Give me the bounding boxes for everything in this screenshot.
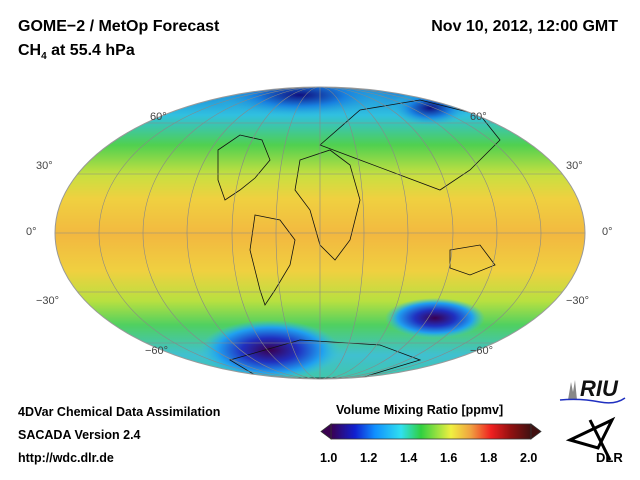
lat-label-left: 0° bbox=[26, 226, 37, 238]
footer-assimilation: 4DVar Chemical Data Assimilation bbox=[18, 405, 221, 419]
colorbar-title: Volume Mixing Ratio [ppmv] bbox=[336, 403, 504, 417]
colorbar-tick: 1.0 bbox=[320, 451, 338, 465]
southern-ocean-low-anomaly bbox=[385, 298, 485, 338]
riu-logo bbox=[559, 380, 626, 404]
lat-label-right: 60° bbox=[470, 111, 487, 123]
lat-label-right: 0° bbox=[602, 226, 613, 238]
dlr-logo bbox=[565, 416, 616, 461]
lat-label-left: −30° bbox=[36, 295, 60, 307]
forecast-datetime: Nov 10, 2012, 12:00 GMT bbox=[431, 18, 618, 35]
species-subscript: 4 bbox=[41, 51, 47, 63]
lat-label-right: −30° bbox=[566, 295, 590, 307]
globe-outline bbox=[54, 86, 586, 380]
lat-label-right: −60° bbox=[470, 345, 494, 357]
lat-label-right: 30° bbox=[566, 160, 583, 172]
ch4-field bbox=[55, 87, 585, 379]
colorbar bbox=[320, 423, 542, 440]
species-level-title: CH4 at 55.4 hPa bbox=[18, 42, 135, 62]
colorbar-tick: 1.6 bbox=[440, 451, 458, 465]
footer-version: SACADA Version 2.4 bbox=[18, 428, 141, 442]
product-title: GOME−2 / MetOp Forecast bbox=[18, 18, 220, 35]
pressure-level: at 55.4 hPa bbox=[46, 42, 135, 59]
footer-url[interactable]: http://wdc.dlr.de bbox=[18, 451, 114, 465]
riu-logo-text: RIU bbox=[580, 376, 618, 401]
lat-label-left: −60° bbox=[145, 345, 169, 357]
colorbar-tick: 1.4 bbox=[400, 451, 418, 465]
colorbar-min-arrow bbox=[320, 423, 332, 440]
colorbar-ramp bbox=[330, 423, 532, 440]
colorbar-tick: 1.8 bbox=[480, 451, 498, 465]
species-name: CH bbox=[18, 42, 42, 59]
colorbar-max-arrow bbox=[530, 423, 542, 440]
lat-label-left: 60° bbox=[150, 111, 167, 123]
colorbar-tick: 2.0 bbox=[520, 451, 538, 465]
dlr-logo-text: DLR bbox=[596, 450, 623, 465]
arctic-low-anomaly bbox=[210, 87, 390, 117]
colorbar-tick: 1.2 bbox=[360, 451, 378, 465]
lat-label-left: 30° bbox=[36, 160, 53, 172]
antarctic-low-anomaly bbox=[200, 320, 340, 379]
